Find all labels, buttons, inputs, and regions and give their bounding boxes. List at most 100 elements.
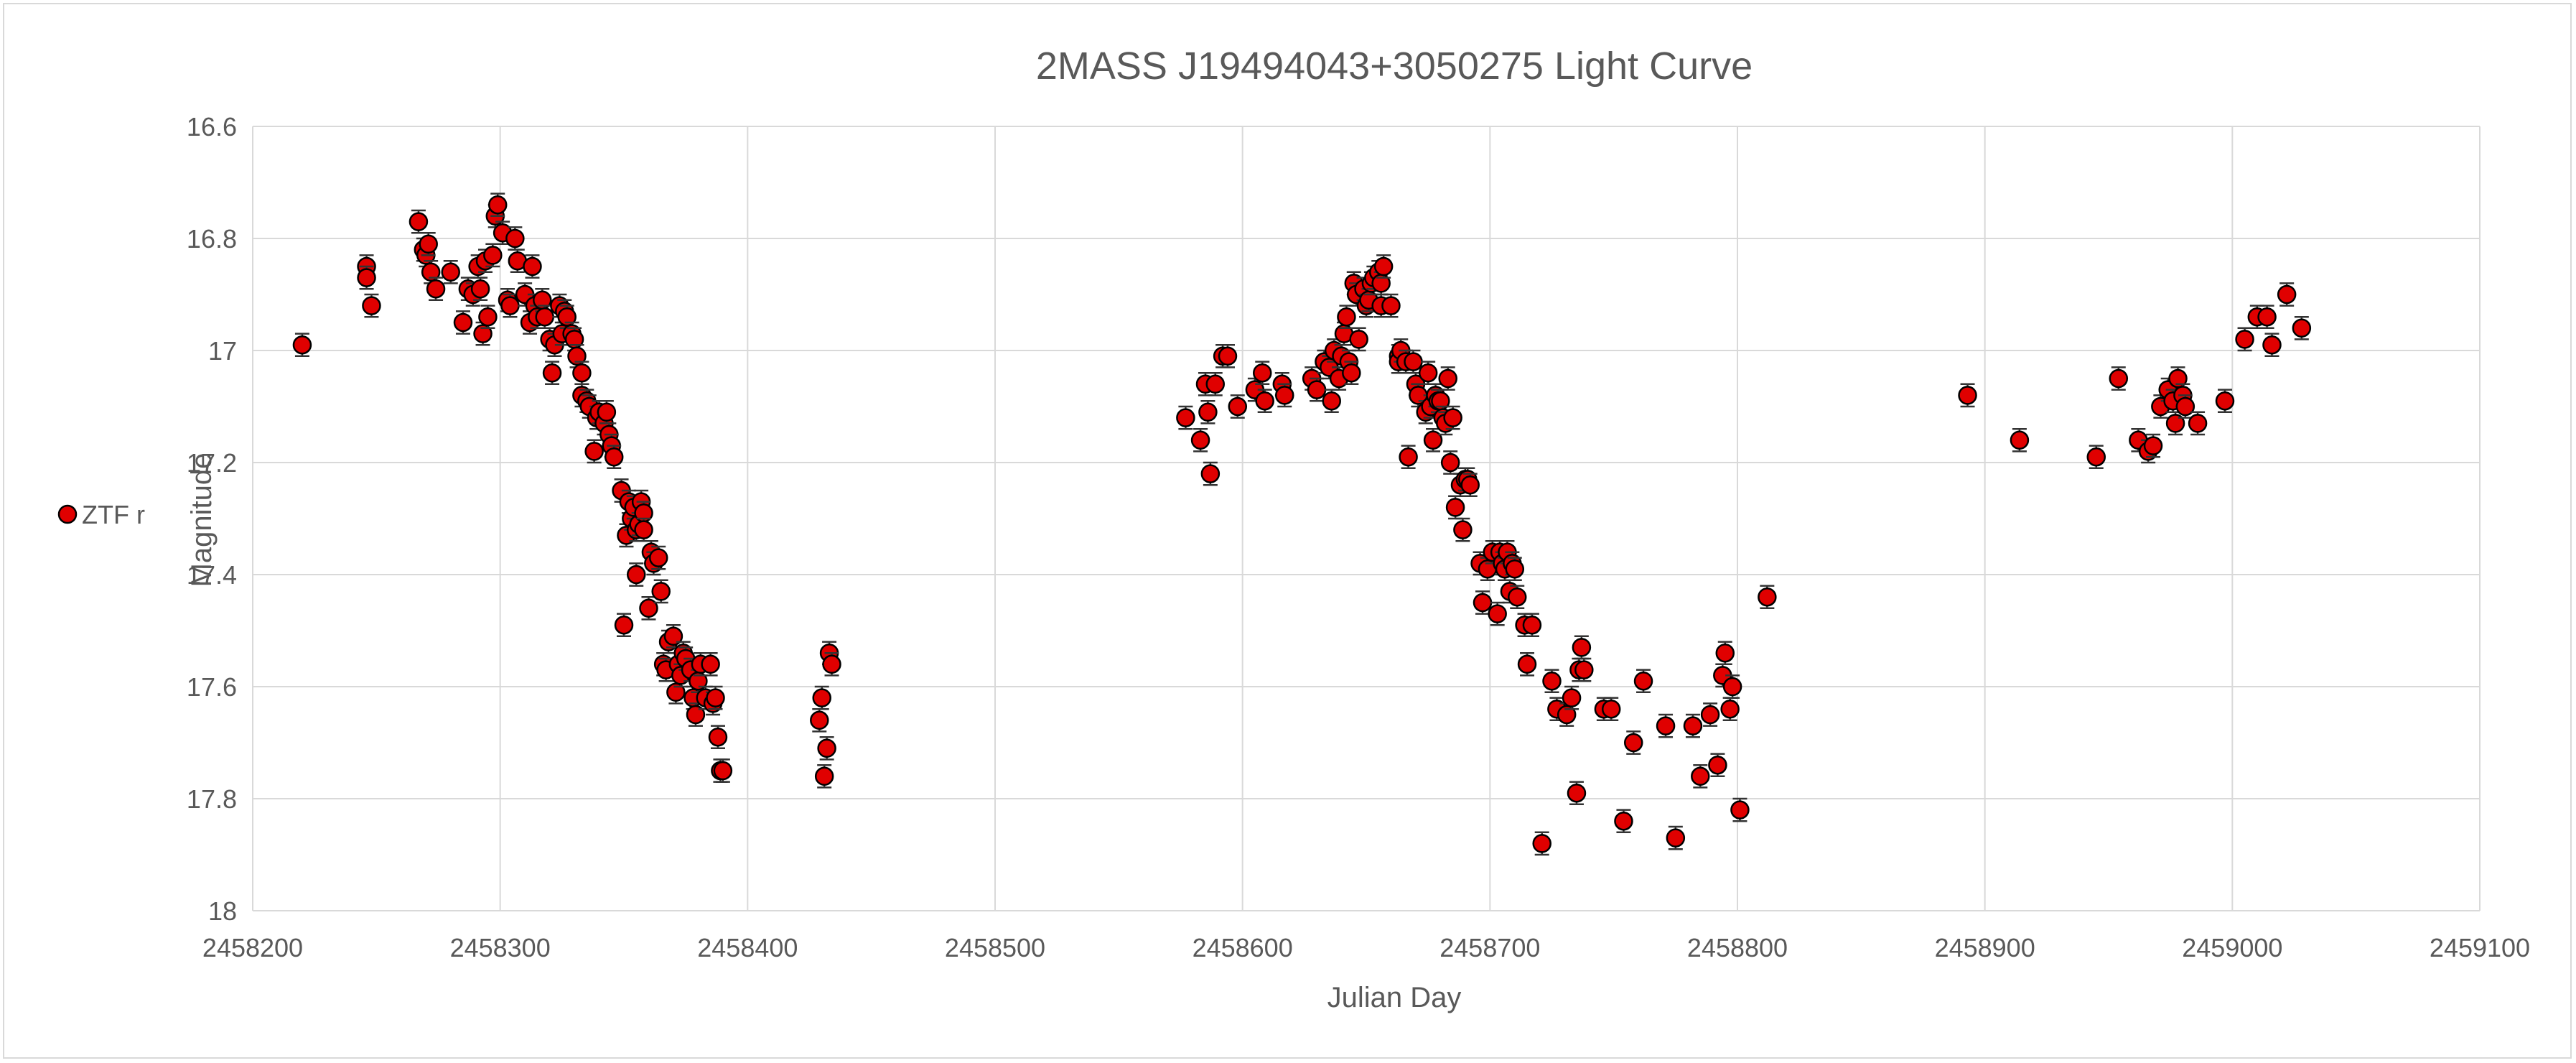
- chart-title: 2MASS J19494043+3050275 Light Curve: [1036, 45, 1753, 88]
- data-marker: [1473, 593, 1493, 613]
- data-marker: [487, 195, 508, 215]
- data-marker: [822, 654, 841, 674]
- data-marker: [1453, 520, 1473, 539]
- data-point: [1443, 405, 1462, 430]
- data-marker: [814, 766, 834, 786]
- data-point: [706, 685, 725, 710]
- data-point: [1517, 651, 1537, 677]
- data-point: [604, 445, 624, 470]
- data-marker: [1373, 256, 1394, 277]
- x-tick-label: 2459000: [2182, 933, 2282, 962]
- data-marker: [483, 246, 503, 265]
- data-point: [1720, 697, 1740, 722]
- x-tick-label: 2458900: [1935, 933, 2035, 962]
- data-marker: [1722, 677, 1742, 697]
- data-point: [1505, 557, 1525, 582]
- data-marker: [1252, 363, 1272, 383]
- data-marker: [2086, 447, 2106, 467]
- data-point: [1572, 635, 1592, 660]
- data-marker: [1614, 811, 1633, 831]
- data-point: [1700, 702, 1720, 727]
- y-tick-label: 17.6: [187, 672, 237, 702]
- data-marker: [421, 262, 441, 282]
- data-point: [1399, 445, 1418, 470]
- data-marker: [2010, 430, 2030, 450]
- data-point: [426, 277, 446, 302]
- data-marker: [614, 615, 634, 635]
- data-points: [292, 192, 2312, 856]
- y-axis-title: Magnitude: [186, 453, 218, 588]
- y-tick-labels: 16.6 16.8 17 17.2 17.4 17.6 17.8 18: [187, 112, 237, 926]
- data-marker: [1307, 380, 1327, 399]
- data-marker: [1958, 386, 1977, 405]
- data-marker: [666, 682, 686, 702]
- data-point: [1190, 427, 1210, 452]
- data-point: [1438, 366, 1457, 391]
- data-marker: [817, 738, 836, 758]
- data-marker: [2165, 414, 2185, 433]
- data-point: [708, 725, 728, 750]
- data-point: [1522, 613, 1542, 638]
- data-marker: [523, 256, 542, 277]
- data-marker: [292, 335, 312, 355]
- data-marker: [713, 761, 733, 781]
- data-point: [567, 343, 587, 368]
- data-marker: [505, 228, 525, 249]
- data-point: [1228, 394, 1248, 419]
- data-marker: [2257, 307, 2277, 327]
- data-point: [1453, 517, 1473, 542]
- data-point: [2143, 433, 2163, 458]
- legend-marker: [57, 504, 78, 524]
- data-point: [1478, 557, 1498, 582]
- data-marker: [478, 307, 498, 327]
- data-point: [812, 685, 831, 710]
- data-marker: [567, 346, 587, 366]
- data-marker: [584, 442, 604, 461]
- data-marker: [2277, 284, 2297, 305]
- data-point: [1198, 399, 1218, 424]
- y-tick-label: 17.4: [187, 560, 237, 590]
- data-marker: [2215, 391, 2235, 411]
- x-tick-label: 2458300: [450, 933, 551, 962]
- data-marker: [2175, 396, 2195, 417]
- data-point: [1958, 383, 1977, 408]
- data-point: [419, 231, 438, 256]
- data-point: [639, 595, 658, 621]
- data-point: [1255, 389, 1274, 414]
- data-point: [1218, 343, 1238, 368]
- data-point: [1381, 293, 1401, 318]
- data-point: [1507, 585, 1527, 610]
- data-marker: [1438, 368, 1457, 389]
- data-point: [453, 310, 473, 335]
- x-tick-label: 2458600: [1193, 933, 1293, 962]
- data-point: [1758, 585, 1777, 610]
- data-marker: [1381, 296, 1401, 315]
- legend-label: ZTF r: [82, 500, 145, 529]
- data-point: [1275, 383, 1294, 408]
- data-point: [1730, 797, 1750, 822]
- data-point: [1342, 361, 1361, 386]
- data-point: [1445, 495, 1465, 520]
- gridlines: [252, 126, 2481, 911]
- data-point: [2277, 282, 2297, 307]
- data-marker: [1198, 402, 1218, 422]
- data-point: [1532, 831, 1551, 856]
- data-point: [357, 265, 376, 290]
- data-marker: [1507, 587, 1527, 607]
- data-point: [1614, 809, 1633, 834]
- data-marker: [1720, 699, 1740, 719]
- data-marker: [1322, 391, 1341, 411]
- data-marker: [810, 710, 829, 730]
- data-marker: [686, 705, 706, 725]
- data-marker: [2292, 318, 2312, 338]
- data-marker: [2235, 330, 2254, 349]
- data-marker: [708, 727, 728, 747]
- data-marker: [639, 598, 658, 618]
- data-point: [292, 333, 312, 358]
- data-marker: [470, 279, 490, 299]
- data-marker: [1758, 587, 1777, 607]
- data-point: [1440, 450, 1460, 475]
- data-point: [663, 623, 683, 649]
- data-point: [2292, 315, 2312, 340]
- data-marker: [701, 654, 720, 674]
